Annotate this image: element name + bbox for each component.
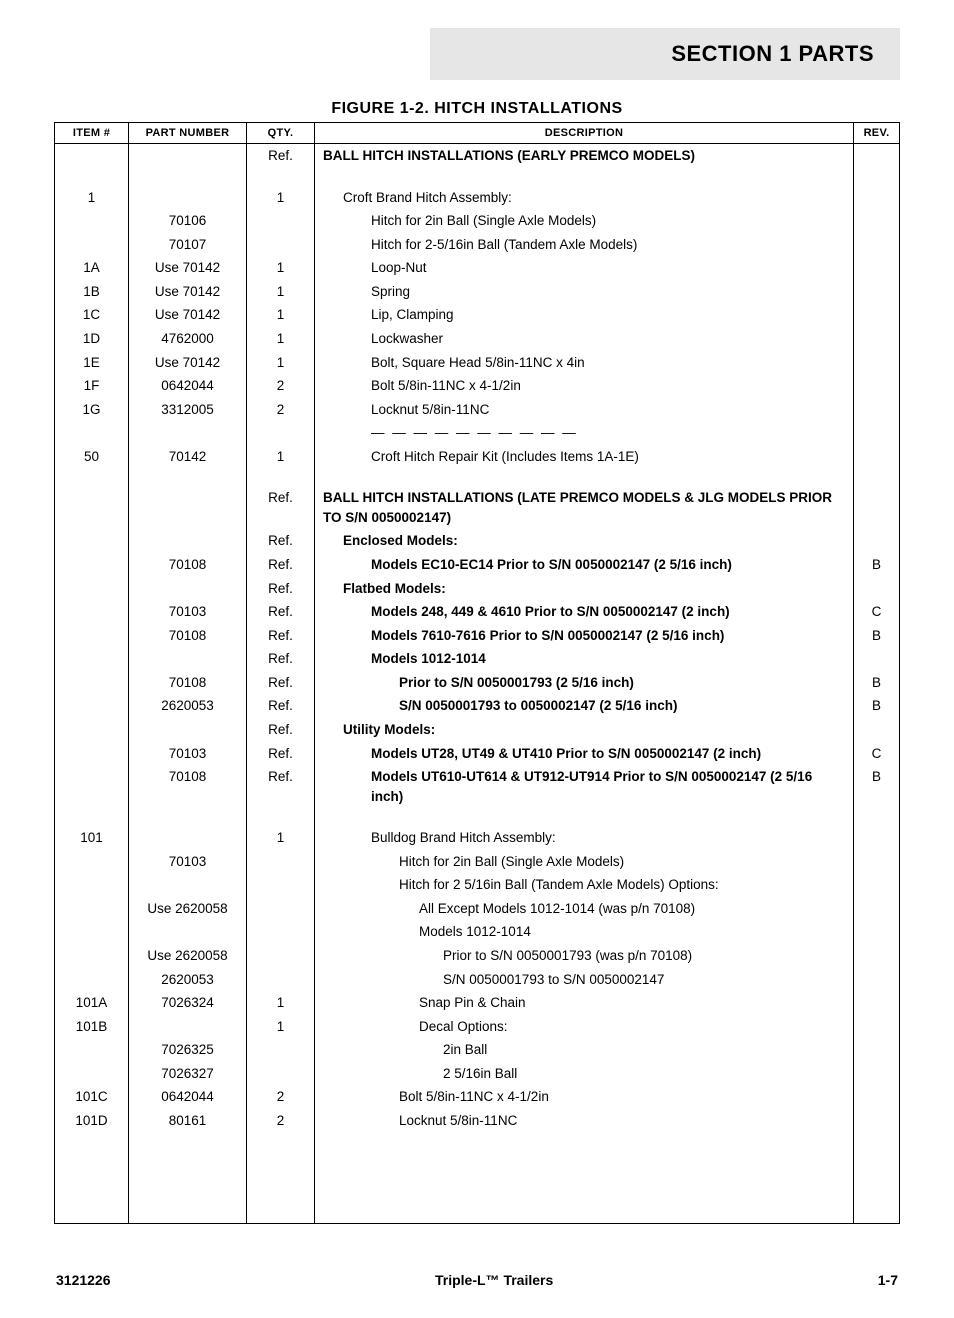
footer-center: Triple-L™ Trailers: [435, 1272, 553, 1288]
table-row: 101B1Decal Options:: [55, 1015, 900, 1039]
table-row: 2620053Ref.S/N 0050001793 to 0050002147 …: [55, 694, 900, 718]
table-row: Use 2620058All Except Models 1012-1014 (…: [55, 897, 900, 921]
table-row: 2620053S/N 0050001793 to S/N 0050002147: [55, 968, 900, 992]
table-row: [55, 168, 900, 186]
col-header-rev: REV.: [854, 123, 900, 144]
table-row: 101C06420442Bolt 5/8in-11NC x 4-1/2in: [55, 1085, 900, 1109]
section-header-bar: SECTION 1 PARTS: [430, 28, 900, 80]
table-row: 70108Ref.Models UT610-UT614 & UT912-UT91…: [55, 765, 900, 808]
table-row: Ref.Utility Models:: [55, 718, 900, 742]
table-row: 1BUse 701421Spring: [55, 280, 900, 304]
table-row: 1011Bulldog Brand Hitch Assembly:: [55, 826, 900, 850]
table-row: 50701421Croft Hitch Repair Kit (Includes…: [55, 445, 900, 469]
table-row: Models 1012-1014: [55, 920, 900, 944]
footer-right: 1-7: [878, 1272, 898, 1288]
figure-title: FIGURE 1-2. HITCH INSTALLATIONS: [54, 100, 900, 118]
section-title: SECTION 1 PARTS: [671, 41, 874, 67]
table-row: — — — — — — — — — —: [55, 421, 900, 445]
table-row: 70108Ref.Models EC10-EC14 Prior to S/N 0…: [55, 553, 900, 577]
table-row: 70263252in Ball: [55, 1038, 900, 1062]
table-row: 70103Hitch for 2in Ball (Single Axle Mod…: [55, 850, 900, 874]
table-row: 1D47620001Lockwasher: [55, 327, 900, 351]
table-row: 70103Ref.Models UT28, UT49 & UT410 Prior…: [55, 742, 900, 766]
table-row: 1F06420442Bolt 5/8in-11NC x 4-1/2in: [55, 374, 900, 398]
table-row: 1CUse 701421Lip, Clamping: [55, 303, 900, 327]
page-footer: 3121226 Triple-L™ Trailers 1-7: [54, 1272, 900, 1288]
table-row: Ref.BALL HITCH INSTALLATIONS (EARLY PREM…: [55, 144, 900, 168]
table-row: 1G33120052Locknut 5/8in-11NC: [55, 398, 900, 422]
table-row: 1AUse 701421Loop-Nut: [55, 256, 900, 280]
footer-left: 3121226: [56, 1272, 111, 1288]
table-row: [55, 808, 900, 826]
col-header-qty: QTY.: [247, 123, 315, 144]
table-row: Ref.Models 1012-1014: [55, 647, 900, 671]
parts-table: ITEM # PART NUMBER QTY. DESCRIPTION REV.…: [54, 122, 900, 1224]
table-row: 101A70263241Snap Pin & Chain: [55, 991, 900, 1015]
table-row: Use 2620058Prior to S/N 0050001793 (was …: [55, 944, 900, 968]
col-header-desc: DESCRIPTION: [315, 123, 854, 144]
table-row: 70103Ref.Models 248, 449 & 4610 Prior to…: [55, 600, 900, 624]
table-row: 101D801612Locknut 5/8in-11NC: [55, 1109, 900, 1133]
table-row: Ref.Flatbed Models:: [55, 577, 900, 601]
col-header-part: PART NUMBER: [129, 123, 247, 144]
table-row: 70108Ref.Prior to S/N 0050001793 (2 5/16…: [55, 671, 900, 695]
table-row: 70108Ref.Models 7610-7616 Prior to S/N 0…: [55, 624, 900, 648]
table-row: [55, 468, 900, 486]
table-row: Hitch for 2 5/16in Ball (Tandem Axle Mod…: [55, 873, 900, 897]
table-row: 70106Hitch for 2in Ball (Single Axle Mod…: [55, 209, 900, 233]
table-row: 1EUse 701421Bolt, Square Head 5/8in-11NC…: [55, 351, 900, 375]
table-row: Ref.BALL HITCH INSTALLATIONS (LATE PREMC…: [55, 486, 900, 529]
table-header-row: ITEM # PART NUMBER QTY. DESCRIPTION REV.: [55, 123, 900, 144]
table-row: 11Croft Brand Hitch Assembly:: [55, 186, 900, 210]
col-header-item: ITEM #: [55, 123, 129, 144]
table-row: Ref.Enclosed Models:: [55, 529, 900, 553]
table-row: 70107Hitch for 2-5/16in Ball (Tandem Axl…: [55, 233, 900, 257]
table-row: 70263272 5/16in Ball: [55, 1062, 900, 1086]
table-row: [55, 1133, 900, 1224]
